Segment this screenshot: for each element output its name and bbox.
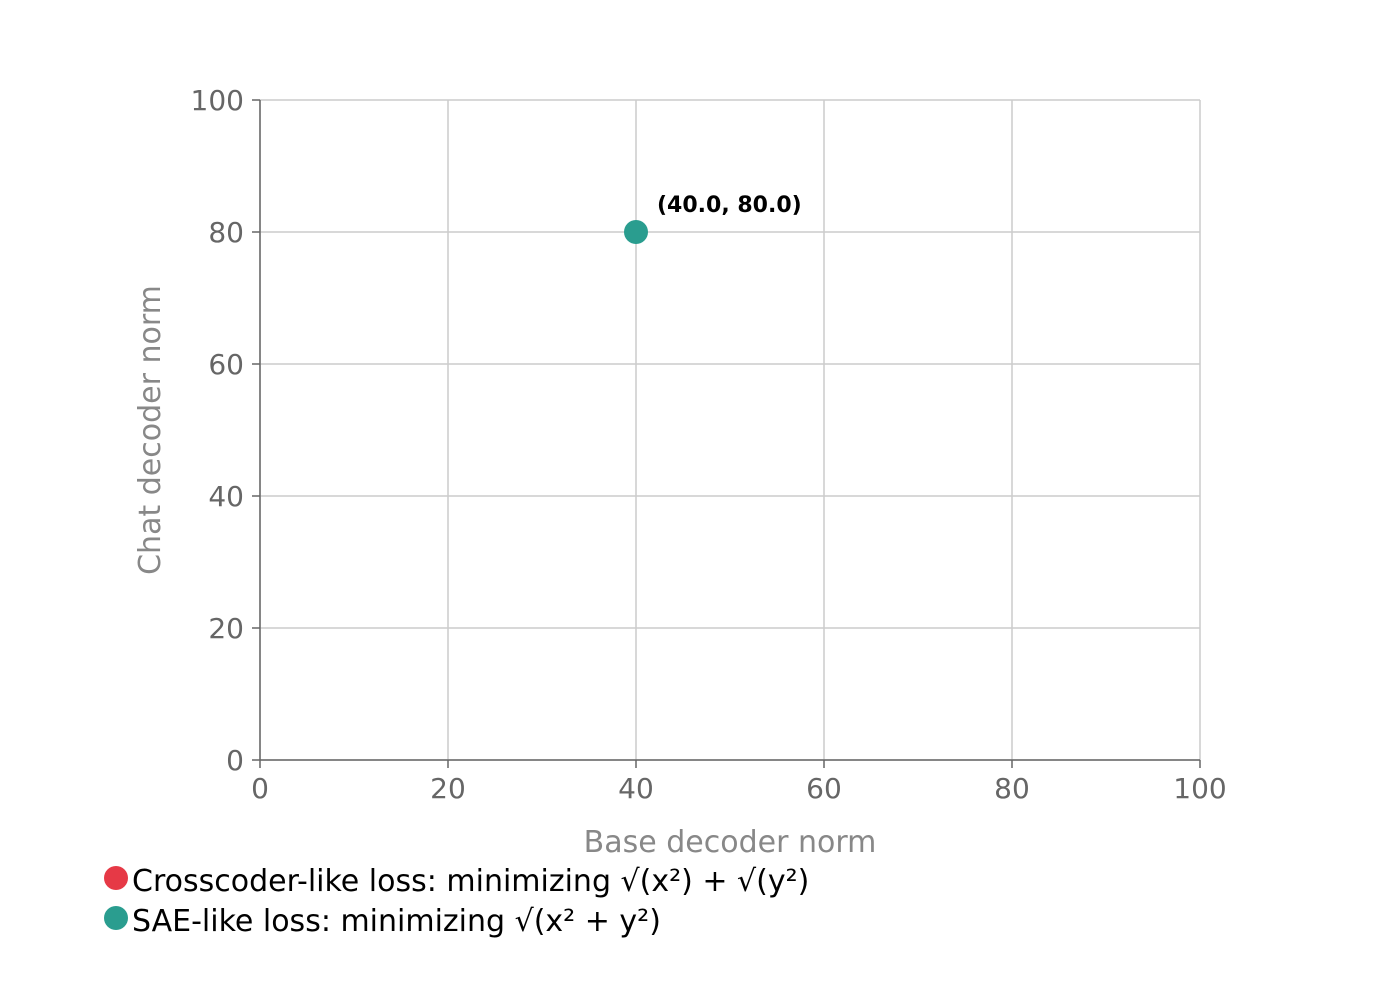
ticks: 0 20 40 60 80 100 0 20 40 60 80 100 [191, 84, 1227, 805]
legend-label-sae: SAE-like loss: minimizing √(x² + y²) [132, 904, 661, 939]
x-tick-label: 20 [430, 772, 466, 805]
data-point-label: (40.0, 80.0) [657, 193, 802, 218]
y-tick-label: 60 [208, 348, 244, 381]
legend: Crosscoder-like loss: minimizing √(x²) +… [104, 864, 809, 939]
legend-item-sae: SAE-like loss: minimizing √(x² + y²) [104, 904, 661, 939]
legend-item-crosscoder: Crosscoder-like loss: minimizing √(x²) +… [104, 864, 809, 899]
x-tick-label: 60 [806, 772, 842, 805]
y-tick-label: 40 [208, 480, 244, 513]
y-tick-label: 80 [208, 216, 244, 249]
legend-swatch-crosscoder [104, 866, 128, 890]
data-points: (40.0, 80.0) [624, 193, 802, 244]
axes [259, 100, 1200, 761]
x-tick-label: 0 [251, 772, 269, 805]
legend-label-crosscoder: Crosscoder-like loss: minimizing √(x²) +… [132, 864, 809, 899]
data-point [624, 220, 648, 244]
x-tick-label: 80 [994, 772, 1030, 805]
legend-swatch-sae [104, 906, 128, 930]
x-tick-label: 100 [1173, 772, 1226, 805]
x-tick-label: 40 [618, 772, 654, 805]
y-tick-label: 20 [208, 612, 244, 645]
y-tick-label: 0 [226, 744, 244, 777]
y-axis-title: Chat decoder norm [133, 285, 168, 575]
y-tick-label: 100 [191, 84, 244, 117]
x-axis-title: Base decoder norm [584, 825, 877, 860]
